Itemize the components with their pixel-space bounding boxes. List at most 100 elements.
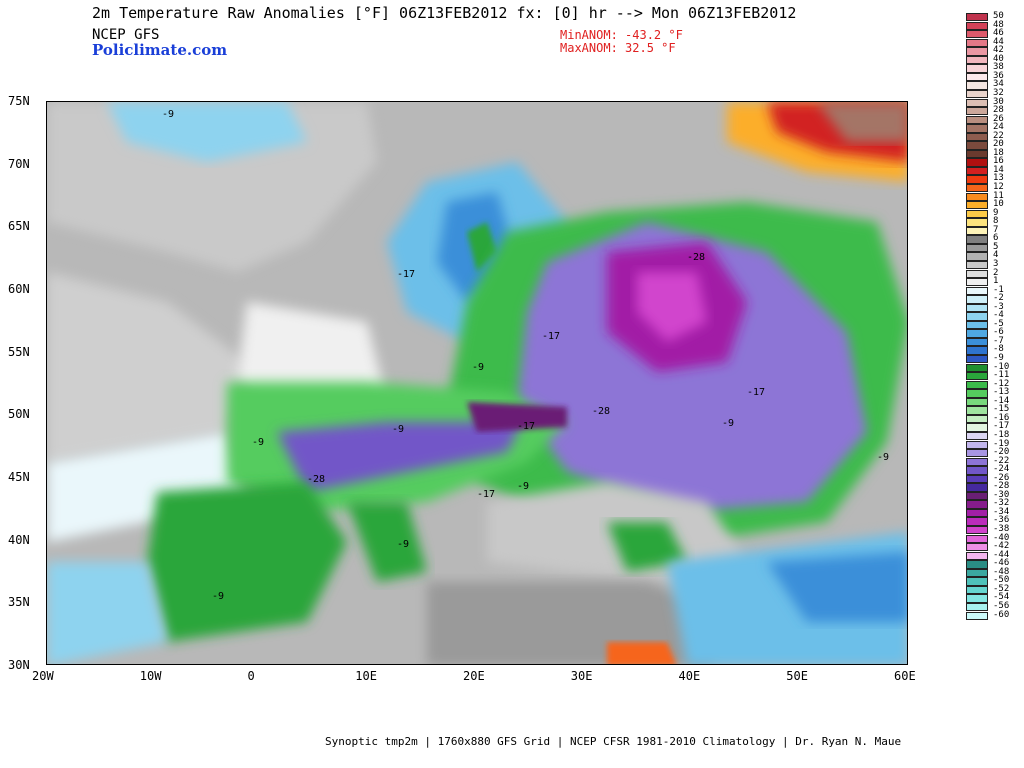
map-canvas: -9 -17 -28 -17 -28 -9 -17 -9 -9 -9 -28 -17 -9 -9 -17 -9…	[47, 102, 907, 664]
legend-swatch	[966, 226, 988, 236]
map-title: 2m Temperature Raw Anomalies [°F] 06Z13F…	[92, 4, 797, 22]
site-name: Policlimate.com	[92, 41, 228, 59]
lon-label: 10E	[355, 669, 377, 683]
legend-label: -15	[993, 404, 1010, 415]
legend-swatch	[966, 72, 988, 82]
legend-label: 1	[993, 276, 999, 287]
lon-label: 30E	[570, 669, 593, 683]
legend-swatch	[966, 551, 988, 561]
legend-swatch	[966, 13, 988, 22]
contour-label: -9	[472, 362, 484, 373]
legend-label: 34	[993, 79, 1004, 90]
contour-label: -17	[542, 331, 560, 342]
legend-label: 12	[993, 182, 1004, 192]
legend-swatch	[966, 440, 988, 449]
legend-label: -38	[993, 524, 1010, 534]
legend-swatch	[966, 355, 988, 364]
legend-label: 42	[993, 45, 1004, 56]
legend-label: 40	[993, 53, 1004, 64]
legend-label: -17	[993, 421, 1010, 432]
legend-label: 18	[993, 147, 1004, 158]
legend-label: -3	[993, 301, 1004, 312]
legend-label: -52	[993, 583, 1010, 594]
lat-label: 65N	[8, 219, 30, 234]
legend-swatch	[966, 491, 988, 501]
legend-label: 38	[993, 62, 1004, 73]
contour-label: -9	[392, 424, 404, 435]
legend-label: 2	[993, 267, 999, 278]
legend-swatch	[966, 209, 988, 219]
legend-swatch	[966, 337, 988, 347]
legend-label: 6	[993, 233, 999, 244]
lon-label: 0	[247, 669, 255, 683]
legend-label: -4	[993, 310, 1004, 321]
legend-label: -11	[993, 370, 1010, 381]
legend-label: -56	[993, 600, 1010, 611]
legend-swatch	[966, 132, 988, 142]
legend-swatch	[966, 89, 988, 99]
legend-swatch	[966, 235, 988, 244]
lat-label: 35N	[8, 595, 30, 610]
legend-label: 36	[993, 70, 1004, 81]
contour-label: -9	[397, 539, 409, 550]
legend-swatch	[966, 303, 988, 313]
legend-label: 46	[993, 28, 1004, 39]
legend-label: 30	[993, 96, 1004, 107]
legend-label: 44	[993, 36, 1004, 47]
legend-label: -40	[993, 532, 1010, 543]
legend-swatch	[966, 278, 988, 287]
legend-label: 4	[993, 250, 999, 261]
legend-label: -50	[993, 575, 1010, 586]
legend-swatch	[966, 585, 988, 595]
legend-label: -24	[993, 464, 1010, 475]
legend-label: 28	[993, 105, 1004, 116]
legend-label: 32	[993, 87, 1004, 98]
legend-swatch	[966, 611, 988, 620]
legend-swatch	[966, 329, 988, 338]
contour-label: -28	[592, 406, 610, 417]
legend-swatch	[966, 260, 988, 270]
legend-label: -20	[993, 447, 1010, 458]
legend-swatch	[966, 363, 988, 372]
legend-label: -46	[993, 558, 1010, 569]
legend-swatch	[966, 252, 988, 261]
legend-swatch	[966, 474, 988, 484]
legend-label: -48	[993, 566, 1010, 577]
legend-label: -42	[993, 541, 1010, 552]
legend-swatch	[966, 466, 988, 475]
lon-label: 20E	[463, 669, 485, 683]
lat-label: 30N	[8, 658, 30, 672]
legend-swatch	[966, 184, 988, 193]
anomaly-map: -9 -17 -28 -17 -28 -9 -17 -9 -9 -9 -28 -17 -9 -9 -17 -9…	[46, 101, 908, 665]
legend-swatch	[966, 158, 988, 167]
legend-label: -26	[993, 472, 1010, 483]
legend-label: -44	[993, 549, 1010, 560]
lon-label: 10W	[139, 669, 162, 683]
legend-swatch	[966, 295, 988, 304]
contour-label: -9	[212, 591, 224, 602]
legend-label: -5	[993, 318, 1004, 329]
legend-label: 26	[993, 113, 1004, 124]
legend-swatch	[966, 526, 988, 535]
legend-label: 13	[993, 173, 1004, 184]
legend-swatch	[966, 449, 988, 458]
legend-label: -54	[993, 592, 1010, 603]
legend-swatch	[966, 269, 988, 278]
legend-label: 24	[993, 122, 1004, 133]
legend-label: -6	[993, 327, 1004, 338]
legend-swatch	[966, 372, 988, 381]
legend-swatch	[966, 560, 988, 569]
legend-swatch	[966, 218, 988, 227]
contour-label: -17	[747, 387, 765, 398]
legend-swatch	[966, 500, 988, 509]
legend-swatch	[966, 38, 988, 48]
legend-label: -1	[993, 284, 1004, 295]
legend-swatch	[966, 243, 988, 253]
legend-swatch	[966, 543, 988, 552]
legend-swatch	[966, 115, 988, 124]
legend-swatch	[966, 431, 988, 441]
legend-label: -60	[993, 609, 1010, 620]
legend-swatch	[966, 21, 988, 30]
legend-swatch	[966, 286, 988, 295]
contour-label: -17	[477, 489, 495, 500]
